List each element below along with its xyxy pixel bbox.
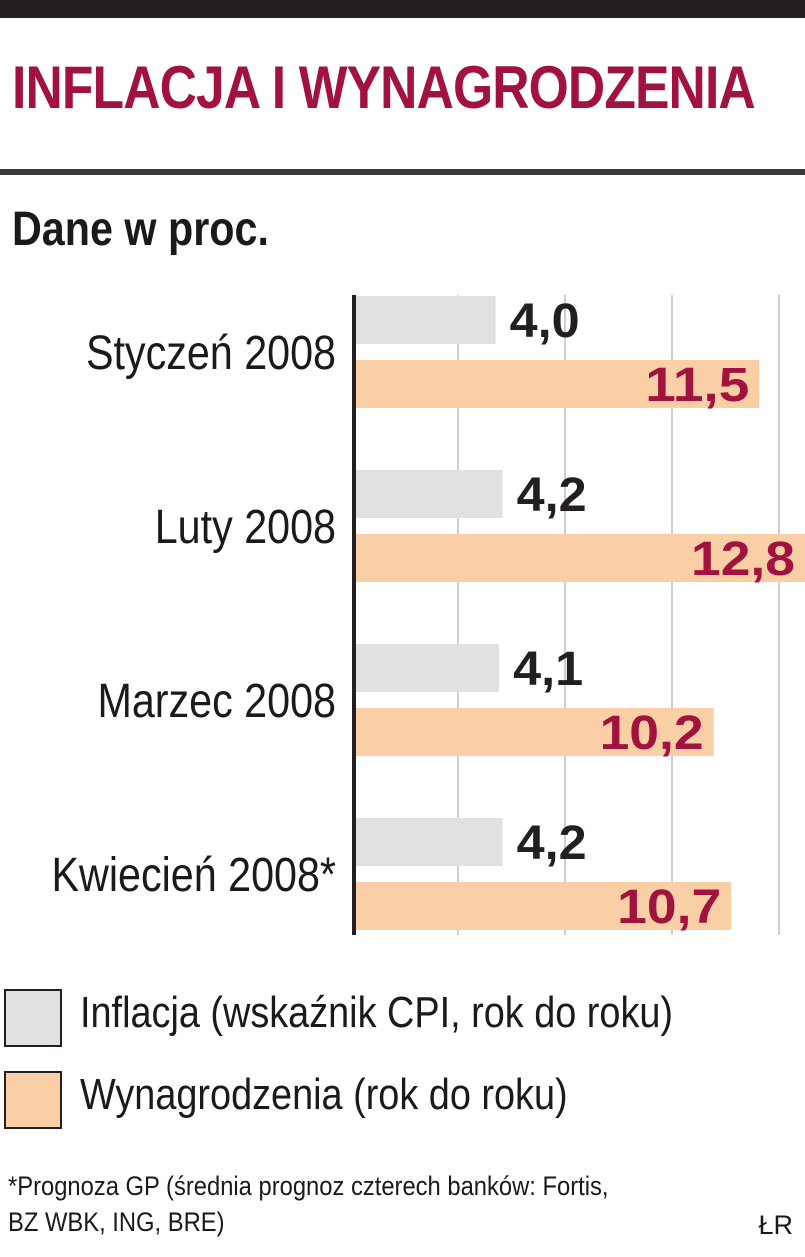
bar-label-wages: 10,2: [600, 707, 704, 760]
bar-wages: [355, 360, 760, 408]
chart-title: INFLACJA I WYNAGRODZENIA: [12, 54, 756, 121]
bar-chart: 4,0 11,5 Styczeń 2008 4,2 12,8 Luty 2008 4,1 10…: [52, 295, 805, 935]
top-rule: [0, 0, 805, 18]
source-initials: ŁR: [758, 1210, 793, 1240]
bar-inflation: [355, 818, 503, 866]
footnote-line-1: *Prognoza GP (średnia prognoz czterech b…: [8, 1171, 609, 1201]
bar-label-inflation: 4,1: [513, 643, 583, 696]
bar-wages: [355, 534, 805, 582]
footnote: *Prognoza GP (średnia prognoz czterech b…: [8, 1168, 608, 1240]
bar-wages: [355, 708, 714, 756]
category-label: Luty 2008: [155, 500, 336, 554]
bar-label-inflation: 4,2: [517, 817, 587, 870]
legend-label-wages: Wynagrodzenia (rok do roku): [80, 1070, 568, 1119]
bar-inflation: [355, 470, 503, 518]
bar-label-inflation: 4,2: [517, 469, 587, 522]
bar-label-wages: 11,5: [645, 359, 749, 412]
legend-label-inflation: Inflacja (wskaźnik CPI, rok do roku): [80, 988, 674, 1037]
title-rule: [0, 169, 805, 175]
category-label: Kwiecień 2008*: [52, 848, 336, 902]
category-label: Marzec 2008: [97, 674, 336, 728]
footnote-line-2: BZ WBK, ING, BRE): [8, 1207, 225, 1237]
bar-label-inflation: 4,0: [510, 295, 580, 348]
bar-wages: [355, 882, 732, 930]
bar-inflation: [355, 644, 500, 692]
bar-inflation: [355, 296, 496, 344]
chart-subtitle: Dane w proc.: [12, 203, 269, 256]
bar-label-wages: 10,7: [617, 881, 721, 934]
bar-label-wages: 12,8: [691, 533, 795, 586]
legend-swatch-inflation: [4, 989, 62, 1047]
legend-item-wages: Wynagrodzenia (rok do roku): [0, 1067, 805, 1129]
category-label: Styczeń 2008: [86, 326, 336, 380]
legend-swatch-wages: [4, 1071, 62, 1129]
legend-item-inflation: Inflacja (wskaźnik CPI, rok do roku): [0, 985, 805, 1047]
